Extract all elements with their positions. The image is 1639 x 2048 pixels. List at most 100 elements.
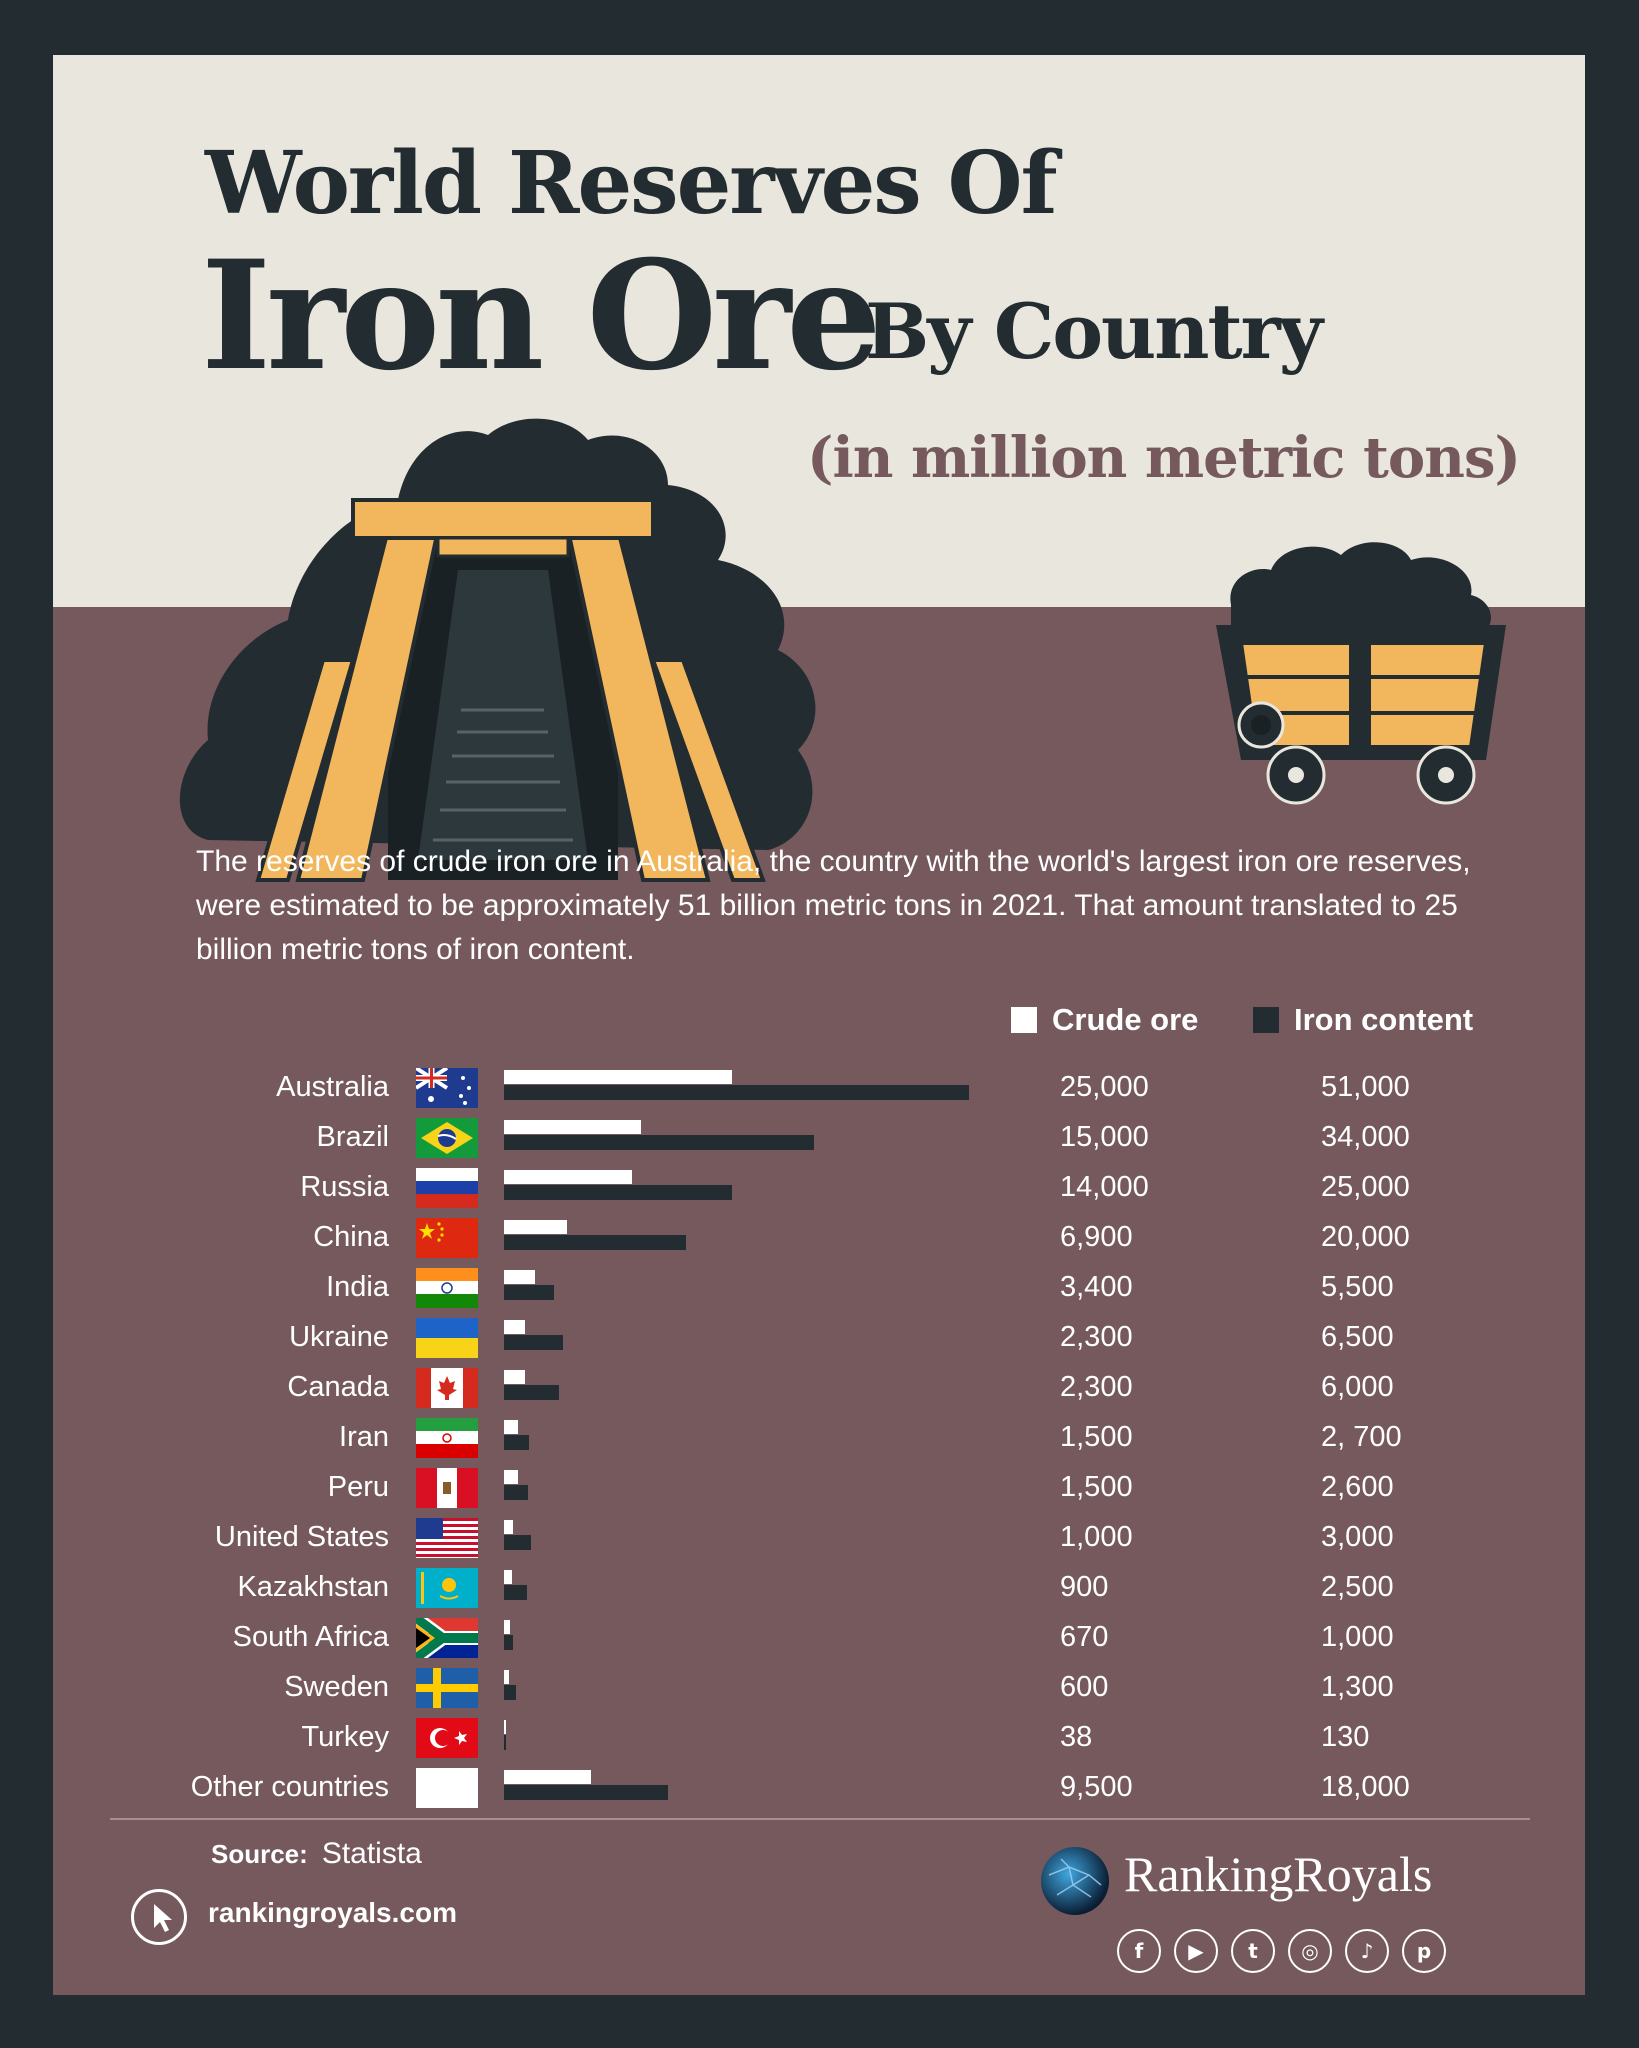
tiktok-icon[interactable]: ♪ bbox=[1345, 1929, 1389, 1973]
legend-swatch-iron bbox=[1253, 1007, 1279, 1033]
value-crude-ore: 1,000 bbox=[1060, 1521, 1133, 1553]
table-row: China 6,900 20,000 bbox=[53, 1212, 1585, 1262]
pinterest-icon[interactable]: p bbox=[1402, 1929, 1446, 1973]
table-row: India 3,400 5,500 bbox=[53, 1262, 1585, 1312]
mine-entrance-illustration bbox=[179, 418, 816, 882]
header-band bbox=[53, 55, 1585, 607]
flag-brazil-icon bbox=[416, 1118, 478, 1158]
bar-iron-content bbox=[504, 1335, 564, 1350]
flag-turkey-icon bbox=[416, 1718, 478, 1758]
bar-iron-content bbox=[504, 1585, 527, 1600]
value-iron-content: 5,500 bbox=[1321, 1271, 1394, 1303]
value-crude-ore: 670 bbox=[1060, 1621, 1109, 1653]
brand-name: RankingRoyals bbox=[1124, 1846, 1433, 1902]
country-label: India bbox=[326, 1271, 389, 1303]
country-label: South Africa bbox=[232, 1621, 389, 1653]
table-row: Brazil 15,000 34,000 bbox=[53, 1112, 1585, 1162]
bar-iron-content bbox=[504, 1485, 528, 1500]
bar-iron-content bbox=[504, 1235, 687, 1250]
bar-iron-content bbox=[504, 1635, 514, 1650]
country-label: Peru bbox=[327, 1471, 389, 1503]
table-row: Other countries 9,500 18,000 bbox=[53, 1762, 1585, 1812]
bar-crude-ore bbox=[504, 1720, 506, 1734]
bar-iron-content bbox=[504, 1085, 969, 1100]
value-iron-content: 20,000 bbox=[1321, 1221, 1410, 1253]
country-label: United States bbox=[214, 1521, 389, 1553]
bar-iron-content bbox=[504, 1535, 532, 1550]
table-row: Peru 1,500 2,600 bbox=[53, 1462, 1585, 1512]
bar-crude-ore bbox=[504, 1220, 567, 1234]
value-iron-content: 6,000 bbox=[1321, 1371, 1394, 1403]
value-crude-ore: 15,000 bbox=[1060, 1121, 1149, 1153]
value-iron-content: 2,600 bbox=[1321, 1471, 1394, 1503]
country-label: Turkey bbox=[301, 1721, 389, 1753]
country-label: Brazil bbox=[316, 1121, 389, 1153]
value-iron-content: 2, 700 bbox=[1321, 1421, 1402, 1453]
bar-iron-content bbox=[504, 1385, 559, 1400]
value-iron-content: 130 bbox=[1321, 1721, 1370, 1753]
bar-iron-content bbox=[504, 1435, 529, 1450]
table-row: Canada 2,300 6,000 bbox=[53, 1362, 1585, 1412]
value-iron-content: 25,000 bbox=[1321, 1171, 1410, 1203]
value-iron-content: 2,500 bbox=[1321, 1571, 1394, 1603]
title-main: Iron Ore bbox=[201, 228, 882, 404]
value-iron-content: 6,500 bbox=[1321, 1321, 1394, 1353]
twitter-icon[interactable]: t bbox=[1231, 1929, 1275, 1973]
bar-crude-ore bbox=[504, 1120, 641, 1134]
bar-crude-ore bbox=[504, 1170, 632, 1184]
footer-divider bbox=[110, 1818, 1530, 1820]
value-crude-ore: 9,500 bbox=[1060, 1771, 1133, 1803]
value-crude-ore: 25,000 bbox=[1060, 1071, 1149, 1103]
bar-iron-content bbox=[504, 1785, 669, 1800]
value-crude-ore: 1,500 bbox=[1060, 1421, 1133, 1453]
instagram-icon[interactable]: ◎ bbox=[1288, 1929, 1332, 1973]
value-crude-ore: 2,300 bbox=[1060, 1321, 1133, 1353]
country-label: Russia bbox=[300, 1171, 389, 1203]
value-crude-ore: 600 bbox=[1060, 1671, 1109, 1703]
flag-kazakhstan-icon bbox=[416, 1568, 478, 1608]
flag-china-icon bbox=[416, 1218, 478, 1258]
country-label: Sweden bbox=[284, 1671, 389, 1703]
infographic-frame: World Reserves Of Iron Ore By Country (i… bbox=[53, 55, 1585, 1995]
youtube-icon[interactable]: ▶ bbox=[1174, 1929, 1218, 1973]
flag-canada-icon bbox=[416, 1368, 478, 1408]
bar-crude-ore bbox=[504, 1370, 525, 1384]
value-crude-ore: 38 bbox=[1060, 1721, 1093, 1753]
cursor-icon bbox=[131, 1889, 187, 1945]
bar-crude-ore bbox=[504, 1520, 514, 1534]
table-row: Ukraine 2,300 6,500 bbox=[53, 1312, 1585, 1362]
bar-crude-ore bbox=[504, 1620, 511, 1634]
flag-iran-icon bbox=[416, 1418, 478, 1458]
value-crude-ore: 14,000 bbox=[1060, 1171, 1149, 1203]
mine-cart-illustration bbox=[1216, 542, 1506, 805]
legend-label-iron: Iron content bbox=[1294, 1002, 1474, 1037]
table-row: Turkey 38 130 bbox=[53, 1712, 1585, 1762]
country-label: Kazakhstan bbox=[237, 1571, 389, 1603]
legend-crude-ore: Crude ore bbox=[1011, 1000, 1198, 1040]
table-row: Australia 25,000 51,000 bbox=[53, 1062, 1585, 1112]
social-icons: f ▶ t ◎ ♪ p bbox=[1117, 1929, 1446, 1973]
bar-iron-content bbox=[504, 1185, 732, 1200]
country-label: Other countries bbox=[190, 1771, 389, 1803]
table-row: Russia 14,000 25,000 bbox=[53, 1162, 1585, 1212]
value-iron-content: 18,000 bbox=[1321, 1771, 1410, 1803]
value-iron-content: 3,000 bbox=[1321, 1521, 1394, 1553]
value-crude-ore: 900 bbox=[1060, 1571, 1109, 1603]
website-link[interactable]: rankingroyals.com bbox=[208, 1897, 457, 1928]
table-row: South Africa 670 1,000 bbox=[53, 1612, 1585, 1662]
bar-iron-content bbox=[504, 1285, 555, 1300]
bar-iron-content bbox=[504, 1685, 516, 1700]
bar-crude-ore bbox=[504, 1270, 535, 1284]
bar-crude-ore bbox=[504, 1770, 591, 1784]
facebook-icon[interactable]: f bbox=[1117, 1929, 1161, 1973]
flag-united-states-icon bbox=[416, 1518, 478, 1558]
title-sub: By Country bbox=[865, 287, 1323, 376]
country-label: Australia bbox=[276, 1071, 389, 1103]
country-label: Iran bbox=[339, 1421, 389, 1453]
value-crude-ore: 2,300 bbox=[1060, 1371, 1133, 1403]
source-line: Source: Statista bbox=[211, 1837, 422, 1871]
table-row: Kazakhstan 900 2,500 bbox=[53, 1562, 1585, 1612]
table-row: Sweden 600 1,300 bbox=[53, 1662, 1585, 1712]
table-row: United States 1,000 3,000 bbox=[53, 1512, 1585, 1562]
bar-crude-ore bbox=[504, 1320, 525, 1334]
